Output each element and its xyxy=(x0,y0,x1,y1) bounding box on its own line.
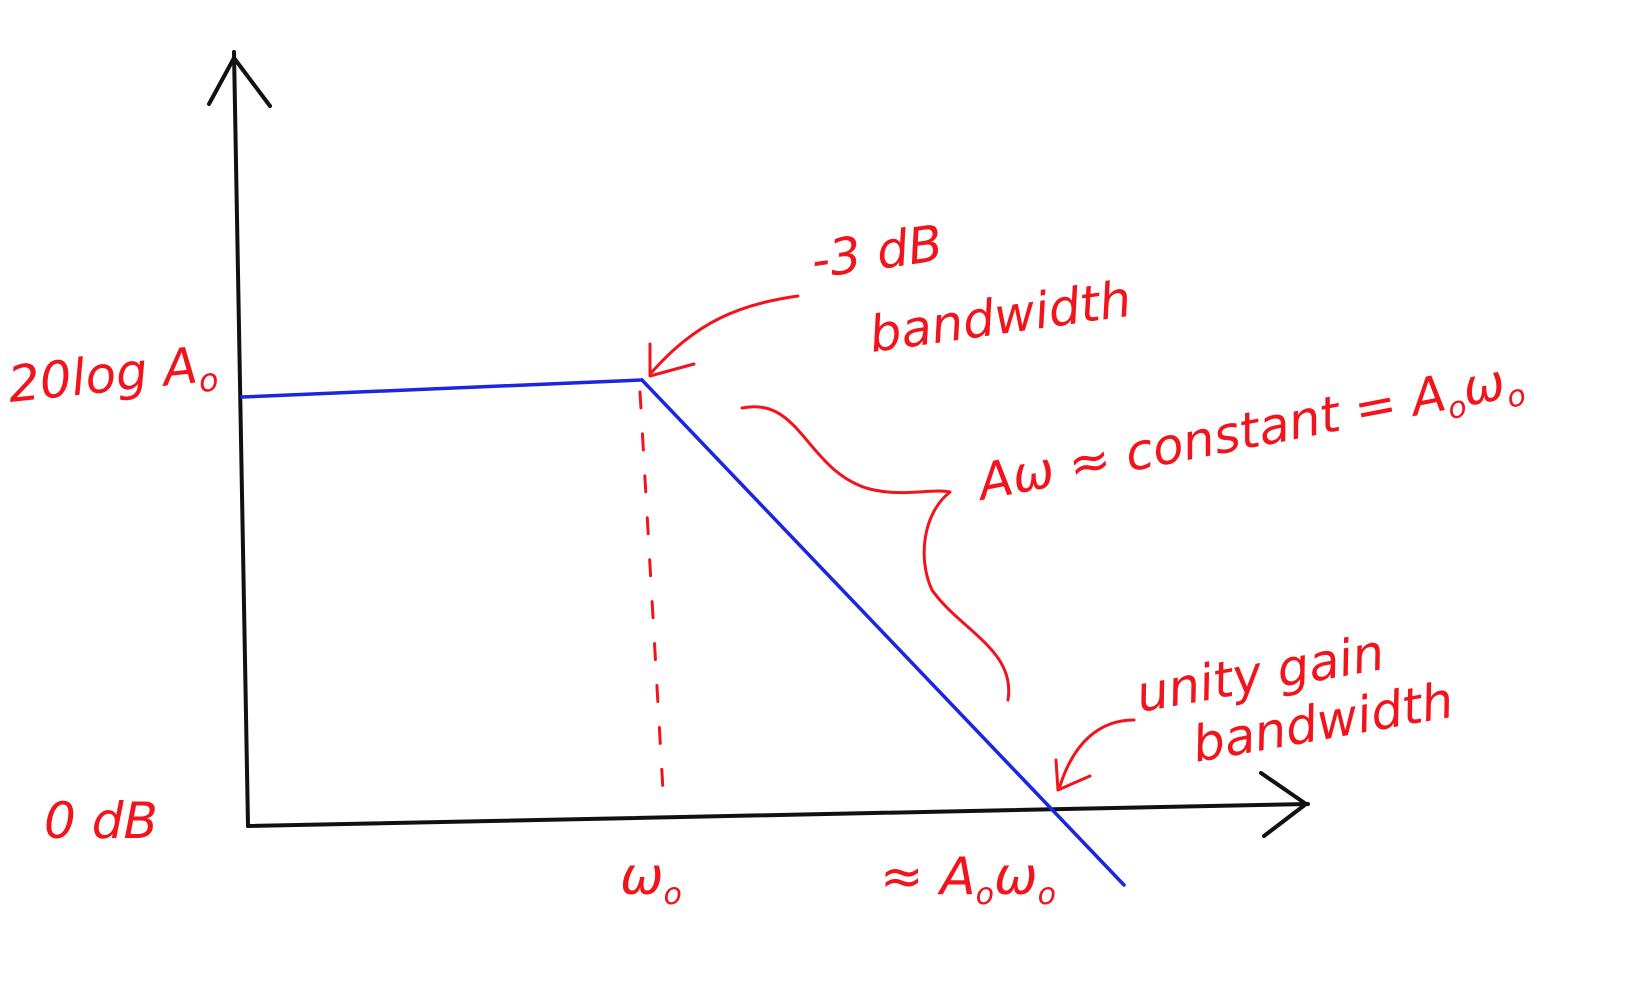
x-axis xyxy=(246,802,1310,828)
y-axis xyxy=(232,50,250,828)
corner-bandwidth-label-line2: bandwidth xyxy=(866,270,1135,364)
slope-annotation: Aω ≈ constant = Aoωo xyxy=(970,349,1529,518)
corner-pointer-arrowhead xyxy=(648,342,696,378)
axes xyxy=(207,50,1310,838)
x-unity-label: ≈ Aoωo xyxy=(880,847,1056,912)
rolloff-line xyxy=(640,378,1126,887)
corner-pointer-arrow xyxy=(650,294,800,374)
annotations xyxy=(648,294,1136,792)
y-axis-arrowhead xyxy=(207,56,272,108)
corner-frequency-dashed-line xyxy=(638,390,666,810)
unity-pointer-arrow xyxy=(1058,718,1136,788)
x-corner-label: ωo xyxy=(620,847,682,912)
corner-bandwidth-label-line1: -3 dB xyxy=(808,214,947,290)
y-high-label: 20log Ao xyxy=(5,334,220,420)
unity-pointer-arrowhead xyxy=(1054,758,1092,792)
x-axis-arrowhead xyxy=(1259,771,1308,838)
frequency-response xyxy=(240,378,1126,887)
passband-line xyxy=(240,378,644,399)
slope-brace xyxy=(740,405,1011,702)
y-zero-label: 0 dB xyxy=(44,792,158,850)
